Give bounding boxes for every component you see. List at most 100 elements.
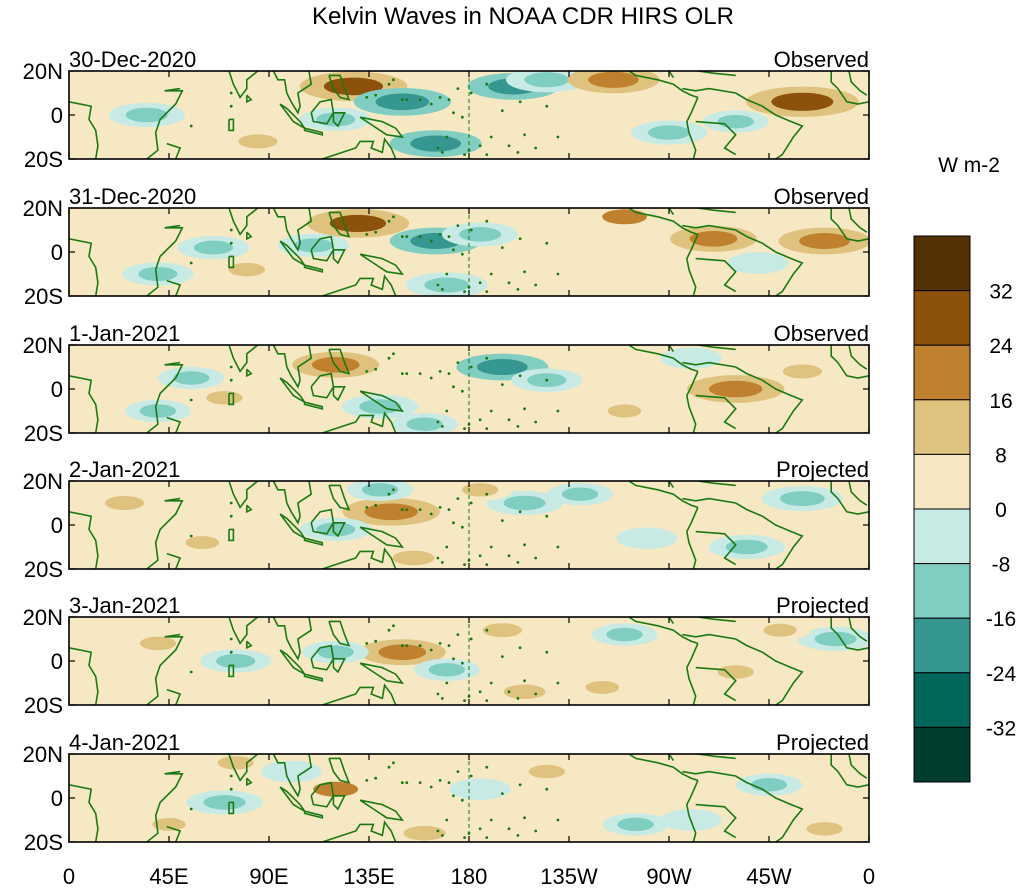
island-dot <box>438 370 442 373</box>
coastline <box>848 71 868 96</box>
anomaly-core <box>482 623 522 638</box>
coastline <box>146 361 184 433</box>
island-dot <box>445 409 449 413</box>
anomaly-core <box>806 822 843 836</box>
island-dot <box>456 633 460 636</box>
island-dot <box>516 561 520 564</box>
coastline <box>246 640 253 650</box>
island-dot <box>460 252 464 256</box>
island-dot <box>452 111 455 115</box>
anomaly-core <box>185 536 220 550</box>
coastline <box>272 71 313 115</box>
island-dot <box>445 545 449 549</box>
coastline <box>848 481 868 506</box>
anomaly-core <box>317 645 354 659</box>
island-dot <box>405 508 409 511</box>
coastline <box>166 416 182 433</box>
anomaly-core <box>814 631 857 647</box>
island-dot <box>460 661 464 665</box>
coastline <box>332 795 346 811</box>
island-dot <box>516 697 520 700</box>
coastline <box>228 481 259 509</box>
island-dot <box>469 228 473 232</box>
anomaly-core <box>313 781 359 797</box>
island-dot <box>534 692 538 696</box>
island-dot <box>374 776 378 780</box>
coastline <box>328 348 351 375</box>
island-dot <box>405 98 409 101</box>
anomaly-core <box>410 135 461 152</box>
coastline <box>695 530 737 566</box>
x-tick-label: 90E <box>249 864 288 888</box>
anomaly-core <box>138 267 178 281</box>
panel-date: 2-Jan-2021 <box>69 457 180 482</box>
coastline <box>166 279 182 296</box>
x-axis: 0 45E 90E 135E 180 135W 90W 45W 0 <box>63 864 875 888</box>
x-tick-label: 45W <box>746 864 791 888</box>
island-dot <box>460 525 464 529</box>
island-dot <box>429 648 433 652</box>
coastline <box>668 71 675 79</box>
island-dot <box>374 230 378 234</box>
island-dot <box>405 644 409 647</box>
island-dot <box>445 272 449 276</box>
anomaly-core <box>378 644 427 660</box>
anomaly-core <box>588 71 639 88</box>
map-panel: 1-Jan-2021 Observed 20N 0 20S <box>23 321 870 446</box>
island-dot <box>534 556 538 560</box>
island-dot <box>523 679 526 683</box>
island-dot <box>507 144 511 148</box>
panel-date: 30-Dec-2020 <box>69 47 196 72</box>
anomaly-core <box>459 227 502 242</box>
island-dot <box>405 781 409 784</box>
panel-status: Observed <box>774 47 869 72</box>
island-dot <box>387 219 391 223</box>
island-dot <box>463 699 466 702</box>
coastline <box>830 71 869 105</box>
y-tick-label: 0 <box>51 513 63 538</box>
island-dot <box>485 563 489 566</box>
coastline <box>668 481 675 489</box>
island-dot <box>478 690 482 694</box>
island-dot <box>229 365 233 369</box>
anomaly-core <box>779 491 825 507</box>
coastline <box>848 208 868 233</box>
island-dot <box>229 378 233 382</box>
coastline <box>328 620 351 647</box>
coastline <box>359 116 405 139</box>
island-dot <box>500 655 504 658</box>
coastline <box>359 662 405 685</box>
island-dot <box>387 628 391 632</box>
coastline <box>848 617 868 642</box>
island-dot <box>189 261 193 265</box>
anomaly-core <box>461 483 499 497</box>
coastline <box>682 633 804 705</box>
island-dot <box>545 241 549 245</box>
coastline <box>332 658 346 674</box>
island-dot <box>438 506 442 509</box>
y-tick-label: 0 <box>51 377 63 402</box>
island-dot <box>452 248 455 252</box>
coastline <box>685 97 699 159</box>
coastline <box>228 392 235 406</box>
anomaly-core <box>329 214 387 232</box>
island-dot <box>556 272 560 276</box>
island-dot <box>500 792 504 795</box>
island-dot <box>507 690 511 694</box>
island-dot <box>478 554 482 558</box>
island-dot <box>440 288 444 291</box>
coastline <box>228 71 259 99</box>
island-dot <box>400 644 404 647</box>
panel-date: 4-Jan-2021 <box>69 730 180 755</box>
anomaly-core <box>750 778 788 792</box>
coastline <box>279 377 306 403</box>
anomaly-core <box>607 404 642 418</box>
coastline <box>332 522 346 538</box>
island-dot <box>507 281 511 285</box>
coastline <box>695 257 737 293</box>
island-dot <box>387 492 391 496</box>
island-dot <box>518 783 522 787</box>
island-dot <box>452 521 455 525</box>
anomaly-core <box>585 680 620 694</box>
